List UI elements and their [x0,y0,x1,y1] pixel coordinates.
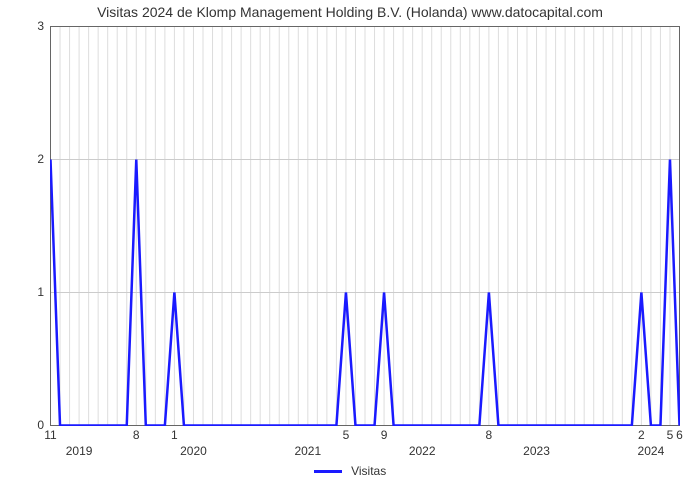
x-year-label: 2023 [517,444,557,458]
legend-label: Visitas [351,464,386,478]
y-tick-label: 2 [37,152,44,166]
y-tick-label: 1 [37,285,44,299]
x-tick-label: 11 [43,428,59,442]
x-year-label: 2019 [59,444,99,458]
x-year-label: 2020 [173,444,213,458]
x-tick-label: 1 [166,428,182,442]
chart-plot [50,26,680,426]
y-tick-label: 0 [37,418,44,432]
x-tick-label: 9 [376,428,392,442]
x-tick-label: 2 [633,428,649,442]
x-year-label: 2024 [631,444,671,458]
y-tick-label: 3 [37,19,44,33]
x-tick-label: 8 [128,428,144,442]
x-tick-label: 5 [338,428,354,442]
x-tick-label: 8 [481,428,497,442]
x-year-label: 2022 [402,444,442,458]
chart-title: Visitas 2024 de Klomp Management Holding… [0,4,700,20]
visits-chart: Visitas 2024 de Klomp Management Holding… [0,0,700,500]
x-tick-label: 6 [672,428,688,442]
x-year-label: 2021 [288,444,328,458]
chart-legend: Visitas [0,464,700,478]
legend-swatch [314,470,342,473]
